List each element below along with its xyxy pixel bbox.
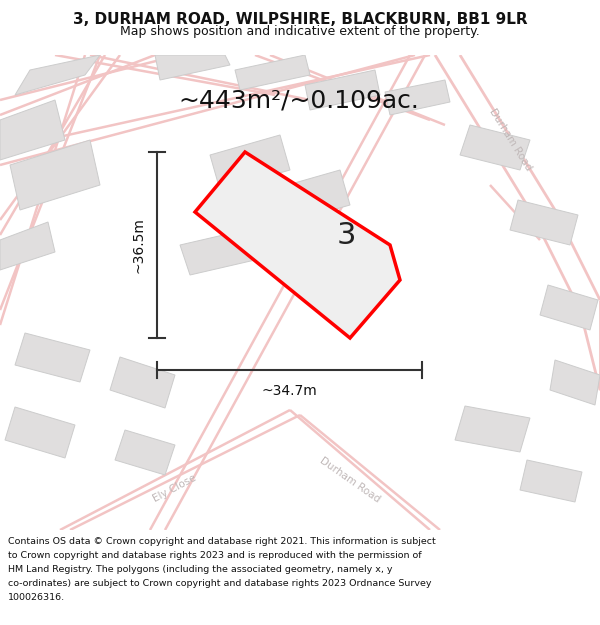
- Polygon shape: [460, 125, 530, 170]
- Polygon shape: [155, 55, 230, 80]
- Polygon shape: [520, 460, 582, 502]
- Text: ~443m²/~0.109ac.: ~443m²/~0.109ac.: [178, 88, 419, 112]
- Polygon shape: [0, 100, 65, 160]
- Polygon shape: [15, 333, 90, 382]
- Text: Durham Road: Durham Road: [487, 107, 533, 173]
- Polygon shape: [195, 152, 400, 338]
- Polygon shape: [455, 406, 530, 452]
- Polygon shape: [550, 360, 600, 405]
- Text: 100026316.: 100026316.: [8, 593, 65, 602]
- Polygon shape: [510, 200, 578, 245]
- Polygon shape: [210, 135, 290, 190]
- Text: ~34.7m: ~34.7m: [262, 384, 317, 398]
- Text: to Crown copyright and database rights 2023 and is reproduced with the permissio: to Crown copyright and database rights 2…: [8, 551, 422, 560]
- Text: ~36.5m: ~36.5m: [131, 217, 145, 273]
- Polygon shape: [5, 407, 75, 458]
- Polygon shape: [540, 285, 598, 330]
- Polygon shape: [15, 55, 100, 95]
- Polygon shape: [115, 430, 175, 475]
- Text: Ely Close: Ely Close: [152, 472, 199, 504]
- Text: Map shows position and indicative extent of the property.: Map shows position and indicative extent…: [120, 26, 480, 39]
- Polygon shape: [180, 230, 255, 275]
- Text: Durham Road: Durham Road: [318, 456, 382, 504]
- Text: 3, DURHAM ROAD, WILPSHIRE, BLACKBURN, BB1 9LR: 3, DURHAM ROAD, WILPSHIRE, BLACKBURN, BB…: [73, 12, 527, 27]
- Polygon shape: [0, 222, 55, 270]
- Polygon shape: [270, 170, 350, 225]
- Polygon shape: [305, 70, 380, 110]
- Polygon shape: [110, 357, 175, 408]
- Polygon shape: [235, 55, 310, 90]
- Text: 3: 3: [336, 221, 356, 250]
- Polygon shape: [385, 80, 450, 115]
- Text: Contains OS data © Crown copyright and database right 2021. This information is : Contains OS data © Crown copyright and d…: [8, 537, 436, 546]
- Text: co-ordinates) are subject to Crown copyright and database rights 2023 Ordnance S: co-ordinates) are subject to Crown copyr…: [8, 579, 431, 588]
- Text: HM Land Registry. The polygons (including the associated geometry, namely x, y: HM Land Registry. The polygons (includin…: [8, 565, 392, 574]
- Polygon shape: [10, 140, 100, 210]
